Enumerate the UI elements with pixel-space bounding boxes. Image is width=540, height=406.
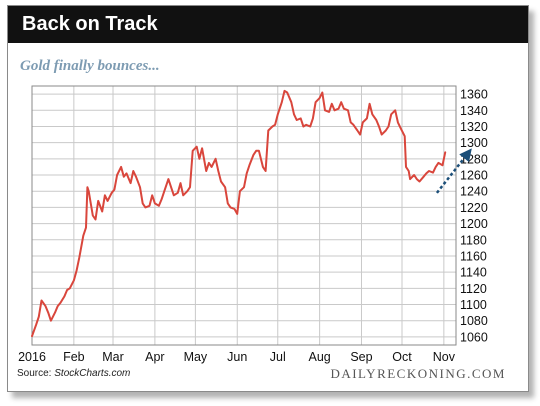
x-tick-label-mar: Mar [102, 350, 124, 364]
y-tick-label-1200: 1200 [460, 217, 488, 231]
x-tick-label-2016: 2016 [18, 350, 46, 364]
plot-border [31, 85, 457, 346]
y-tick-label-1320: 1320 [460, 120, 488, 134]
x-tick-label-oct: Oct [392, 350, 412, 364]
y-tick-label-1100: 1100 [460, 298, 487, 312]
y-tick-label-1120: 1120 [460, 282, 487, 296]
y-tick-label-1360: 1360 [460, 88, 488, 102]
x-tick-label-feb: Feb [63, 350, 85, 364]
y-tick-label-1240: 1240 [460, 185, 488, 199]
y-tick-label-1140: 1140 [460, 266, 487, 280]
source-name: StockCharts.com [54, 368, 131, 379]
series-line-0 [31, 89, 447, 338]
y-tick-label-1260: 1260 [460, 169, 488, 183]
source-prefix: Source: [17, 368, 55, 379]
brand-logo-text: DAILYRECKONING.COM [330, 366, 506, 381]
source-note: Source: StockCharts.com [17, 368, 130, 379]
line-chart: 1060 1080 1100 1120 1140 1160 1180 1200 1220 1240… [18, 85, 488, 364]
y-tick-label-1160: 1160 [460, 249, 487, 263]
x-tick-label-jun: Jun [227, 350, 247, 364]
x-tick-label-nov: Nov [433, 350, 456, 364]
y-tick-label-1340: 1340 [460, 104, 488, 118]
y-axis: 1060 1080 1100 1120 1140 1160 1180 1200 1220 1240… [460, 88, 488, 345]
series-layer [31, 89, 447, 338]
y-tick-label-1220: 1220 [460, 201, 488, 215]
x-axis: 2016 Feb Mar Apr May Jun Jul Aug Sep Oct Nov [18, 350, 456, 364]
y-tick-label-1080: 1080 [460, 314, 488, 328]
y-tick-label-1060: 1060 [460, 330, 488, 344]
y-tick-label-1300: 1300 [460, 136, 488, 150]
x-tick-label-jul: Jul [270, 350, 286, 364]
x-tick-label-sep: Sep [350, 350, 372, 364]
title-bar: Back on Track [8, 6, 528, 43]
chart-title: Back on Track [22, 13, 158, 35]
chart-subtitle: Gold finally bounces... [20, 58, 160, 74]
x-tick-label-apr: Apr [145, 350, 164, 364]
y-tick-label-1280: 1280 [460, 152, 488, 166]
chart-card: Back on Track Gold finally bounces... 10… [7, 5, 529, 392]
x-tick-label-may: May [184, 350, 208, 364]
x-tick-label-aug: Aug [308, 350, 330, 364]
y-tick-label-1180: 1180 [460, 233, 487, 247]
